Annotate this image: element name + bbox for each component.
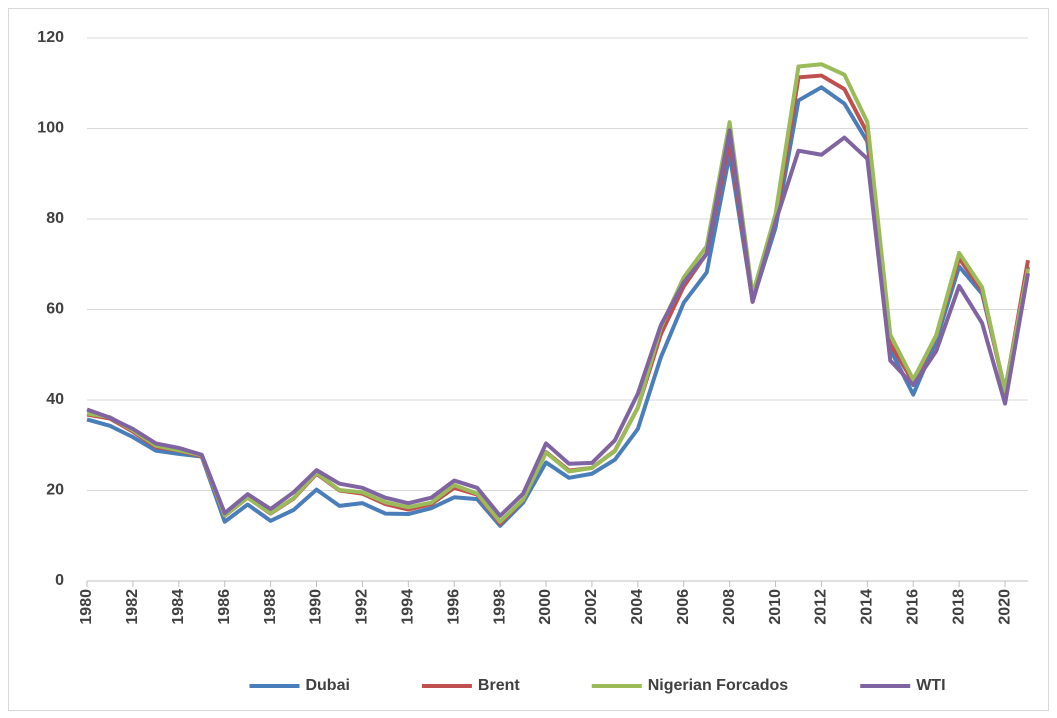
x-tick-label: 1990 <box>308 589 325 625</box>
chart-border <box>8 8 1049 711</box>
y-tick-label: 40 <box>46 391 64 408</box>
line-series <box>86 62 1030 524</box>
x-tick-label: 1994 <box>400 589 417 625</box>
x-tick-label: 2008 <box>721 589 738 625</box>
y-tick-label: 100 <box>37 120 64 137</box>
x-tick-label: 2002 <box>583 589 600 625</box>
x-tick-label: 1980 <box>78 589 95 625</box>
x-tick-label: 2012 <box>813 589 830 625</box>
y-tick-label: 0 <box>55 572 64 589</box>
x-tick-label: 1992 <box>354 589 371 625</box>
x-tick-label: 2000 <box>537 589 554 625</box>
legend-label: WTI <box>916 677 945 694</box>
x-tick-label: 1996 <box>445 589 462 625</box>
y-tick-label: 80 <box>46 210 64 227</box>
x-tick-label: 1988 <box>262 589 279 625</box>
line-series <box>86 128 1030 518</box>
x-tick-label: 2004 <box>629 589 646 625</box>
legend-label: Dubai <box>305 677 349 694</box>
x-tick-label: 2020 <box>996 589 1013 625</box>
x-tick-label: 1984 <box>170 589 187 625</box>
x-tick-label: 2018 <box>950 589 967 625</box>
x-tick-label: 2016 <box>904 589 921 625</box>
y-tick-label: 120 <box>37 29 64 46</box>
legend-label: Nigerian Forcados <box>648 677 789 694</box>
x-tick-label: 1998 <box>491 589 508 625</box>
legend-label: Brent <box>478 677 520 694</box>
y-tick-label: 20 <box>46 482 64 499</box>
x-tick-label: 1986 <box>216 589 233 625</box>
x-tick-label: 2006 <box>675 589 692 625</box>
y-tick-label: 60 <box>46 301 64 318</box>
x-tick-label: 2014 <box>859 589 876 625</box>
x-tick-label: 1982 <box>124 589 141 625</box>
x-tick-label: 2010 <box>767 589 784 625</box>
